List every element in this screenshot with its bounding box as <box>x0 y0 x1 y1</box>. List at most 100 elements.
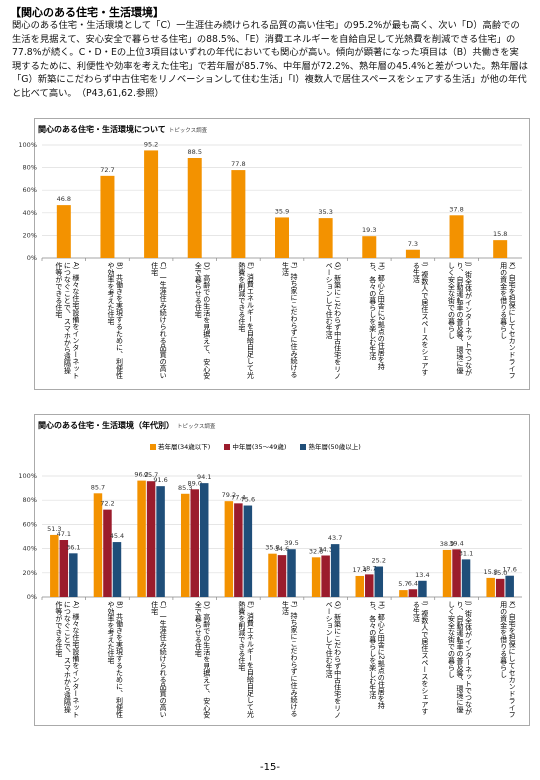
chart: 0% 20% 40% 60% 80% 100% 51.3 85.7 96.2 85.3 79.2 35… <box>18 471 522 601</box>
legend-swatch <box>224 444 231 450</box>
value-label: 18.7 <box>362 564 376 572</box>
bar <box>146 481 156 597</box>
value-label: 51.3 <box>47 525 61 533</box>
value-label: 17.4 <box>353 566 367 574</box>
value-label: 89.0 <box>187 479 201 487</box>
bar <box>103 509 112 597</box>
bar <box>362 236 377 258</box>
y-tick-label: 60% <box>23 520 37 528</box>
bar <box>234 503 243 597</box>
category-label: E）消費エネルギーを自給自足して光熱費を削減できる住宅 <box>237 262 255 379</box>
chart-title-text: 関心のある住宅・生活環境（年代別） <box>38 421 174 430</box>
category-label: D）高齢での生活を見据えて、安心安全で暮らせる住宅 <box>194 601 211 719</box>
value-label: 35.3 <box>318 208 332 216</box>
category-label: B）共働きを実現するために、利便性や効率を考えた住宅 <box>106 601 124 718</box>
bar <box>418 580 427 597</box>
category-label: G）新築にこだわらず中古住宅をリノベーションして住む生活 <box>325 262 342 380</box>
legend-swatch <box>300 444 307 450</box>
bar <box>374 566 384 597</box>
section-title: 【関心のある住宅・生活環境】 <box>10 6 164 19</box>
value-label: 38.9 <box>440 540 454 548</box>
y-tick-label: 20% <box>23 569 37 577</box>
y-tick-label: 80% <box>23 164 37 172</box>
value-label: 7.3 <box>408 240 418 248</box>
category-label: H）都心と田舎に2拠点の住居を持ち、各々の暮らしを楽しむ生活 <box>368 262 386 370</box>
bar <box>275 217 289 258</box>
value-label: 85.7 <box>91 483 105 491</box>
bar <box>243 505 253 597</box>
body-text: 関心のある住宅・生活環境として「C）一生涯住み続けられる品質の高い住宅」の95.… <box>12 20 528 99</box>
bar <box>268 553 277 597</box>
value-label: 85.3 <box>178 484 192 492</box>
bar <box>156 486 165 597</box>
category-label: K）自宅を担保にしてセカンドライフ用の資金を借りる暮らし <box>499 262 517 379</box>
category-label: B）共働きを実現するために、利便性や効率を考えた住宅 <box>106 262 124 379</box>
legend-swatch <box>150 444 156 450</box>
value-label: 31.1 <box>459 549 473 557</box>
value-label: 96.2 <box>134 471 148 479</box>
bar <box>365 574 374 597</box>
value-label: 88.5 <box>187 148 201 156</box>
value-label: 15.8 <box>483 568 497 576</box>
bar <box>277 555 287 597</box>
y-tick-label: 20% <box>23 231 37 239</box>
category-label: J）街全体がインターネットでつながり、自動運転車の普及等、環境に優しく安全な街で… <box>447 601 473 716</box>
value-label: 39.5 <box>284 539 298 547</box>
value-label: 91.6 <box>153 476 167 484</box>
value-label: 46.8 <box>57 195 71 203</box>
value-label: 79.2 <box>222 491 236 499</box>
value-label: 75.6 <box>241 496 255 504</box>
category-label: D）高齢での生活を見据えて、安心安全で暮らせる住宅 <box>194 262 211 380</box>
category-label: A）様々な住宅設備をインターネットにつなぐことで、スマホから遠隔操作等ができる住… <box>54 262 80 379</box>
legend-label: 中年層(35～49歳) <box>232 443 287 451</box>
bar <box>100 175 115 258</box>
bar <box>137 480 146 597</box>
page-number: -15- <box>260 762 280 773</box>
value-label: 17.6 <box>502 566 516 574</box>
bar <box>495 578 505 597</box>
value-label: 34.3 <box>318 545 332 553</box>
value-label: 15.8 <box>493 230 507 238</box>
bar <box>318 218 333 258</box>
value-label: 94.1 <box>197 473 211 481</box>
category-label: J）街全体がインターネットでつながり、自動運転車の普及等、環境に優しく安全な街で… <box>447 262 473 377</box>
chart-frame <box>34 118 530 390</box>
legend: 若年層(34歳以下) 中年層(35～49歳) 熟年層(50歳以上) <box>150 441 361 451</box>
bar <box>461 559 471 597</box>
bar <box>187 157 202 258</box>
y-tick-label: 80% <box>23 496 37 504</box>
value-label: 43.7 <box>328 534 342 542</box>
chart-subtitle: トピックス調査 <box>168 128 208 134</box>
bar <box>224 501 234 597</box>
chart-title: 関心のある住宅・生活環境について トピックス調査 <box>38 124 207 135</box>
bar <box>405 249 420 258</box>
bar <box>199 483 209 597</box>
value-label: 6.4 <box>408 579 418 587</box>
category-label: C）一生涯住み続けられる品質の高い住宅 <box>150 601 168 718</box>
value-label: 25.2 <box>372 557 386 565</box>
bar <box>144 150 159 258</box>
bar <box>355 575 365 597</box>
category-label: G）新築にこだわらず中古住宅をリノベーションして住む生活 <box>325 601 342 719</box>
value-label: 35.9 <box>275 207 289 215</box>
chart: 0% 20% 40% 60% 80% 100% 46.8 72.7 95.2 88.5 77.8 35… <box>18 140 522 262</box>
y-tick-label: 100% <box>18 472 37 480</box>
legend-item: 熟年層(50歳以上) <box>300 441 361 451</box>
value-label: 72.2 <box>100 500 114 508</box>
legend-item: 若年層(34歳以下) <box>150 441 210 451</box>
y-tick-label: 0% <box>27 254 37 262</box>
value-label: 77.4 <box>231 493 245 501</box>
category-label: C）一生涯住み続けられる品質の高い住宅 <box>150 262 168 379</box>
bar <box>493 240 508 258</box>
legend-item: 中年層(35～49歳) <box>224 441 286 451</box>
bar <box>59 540 69 597</box>
bar <box>452 549 461 597</box>
value-label: 13.4 <box>415 571 429 579</box>
value-label: 32.8 <box>309 547 323 555</box>
legend-label: 熟年層(50歳以上) <box>308 443 361 451</box>
bar <box>190 489 199 597</box>
bar <box>93 493 103 597</box>
bar <box>321 555 330 597</box>
value-label: 19.3 <box>362 226 376 234</box>
